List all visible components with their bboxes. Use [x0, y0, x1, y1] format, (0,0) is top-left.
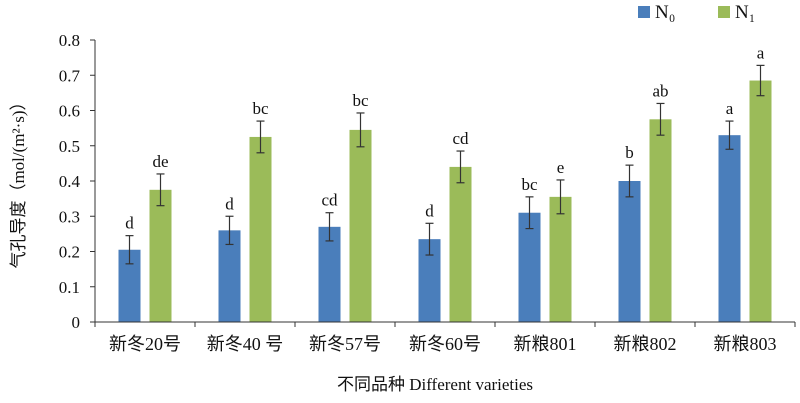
significance-letter: b [625, 143, 634, 162]
significance-letter: bc [521, 175, 538, 194]
x-axis-title: 不同品种 Different varieties [337, 375, 533, 394]
y-tick-label: 0.6 [59, 102, 80, 121]
y-tick-label: 0.1 [59, 278, 80, 297]
x-category-label: 新冬57号 [309, 334, 381, 354]
bar-n0 [618, 181, 641, 322]
significance-letter: d [225, 194, 234, 213]
y-tick-label: 0.7 [59, 66, 81, 85]
x-category-label: 新粮803 [714, 334, 777, 354]
error-bars [125, 64, 765, 265]
legend-label: N₁ [735, 2, 755, 23]
x-category-label: 新粮801 [514, 334, 577, 354]
bar-n0 [218, 230, 241, 322]
bar-n0 [718, 135, 741, 322]
legend-swatch [718, 6, 730, 18]
significance-letter: bc [252, 99, 269, 118]
significance-letter: d [125, 214, 134, 233]
bar-n1 [349, 129, 372, 322]
y-tick-label: 0.2 [59, 243, 80, 262]
y-tick-label: 0.4 [59, 172, 81, 191]
bar-n1 [749, 80, 772, 322]
bar-n1 [249, 136, 272, 322]
legend-label: N₀ [655, 2, 675, 23]
bar-n0 [118, 249, 141, 322]
significance-letter: bc [352, 91, 369, 110]
bars [118, 80, 772, 322]
bar-n0 [418, 239, 441, 322]
bar-n0 [518, 212, 541, 322]
significance-letter: a [726, 99, 734, 118]
significance-letter: de [152, 152, 168, 171]
significance-letter: ab [652, 81, 668, 100]
significance-letter: a [757, 43, 765, 62]
bar-n1 [449, 166, 472, 322]
y-axis-ticks: 0 0.1 0.2 0.3 0.4 0.5 0.6 0.7 0.8 [59, 31, 95, 332]
x-category-label: 新粮802 [614, 334, 677, 354]
significance-letter: cd [321, 191, 338, 210]
x-category-label: 新冬40 号 [207, 334, 284, 354]
y-tick-label: 0.5 [59, 137, 80, 156]
y-tick-label: 0.3 [59, 207, 80, 226]
significance-letter: e [557, 158, 565, 177]
legend-swatch [638, 6, 650, 18]
bar-n1 [549, 196, 572, 322]
bar-n0 [318, 226, 341, 322]
y-tick-label: 0 [72, 313, 81, 332]
significance-letter: cd [452, 129, 469, 148]
x-category-label: 新冬20号 [109, 334, 181, 354]
y-axis-title: 气孔导度（mol/(m²·s)） [9, 93, 28, 268]
bar-n1 [149, 189, 172, 322]
legend: N₀ N₁ [638, 2, 755, 23]
x-axis-category-labels: 新冬20号 新冬40 号 新冬57号 新冬60号 新粮801 新粮802 新粮803 [94, 322, 796, 354]
significance-letter: d [425, 201, 434, 220]
y-tick-label: 0.8 [59, 31, 80, 50]
x-category-label: 新冬60号 [409, 334, 481, 354]
bar-n1 [649, 119, 672, 322]
